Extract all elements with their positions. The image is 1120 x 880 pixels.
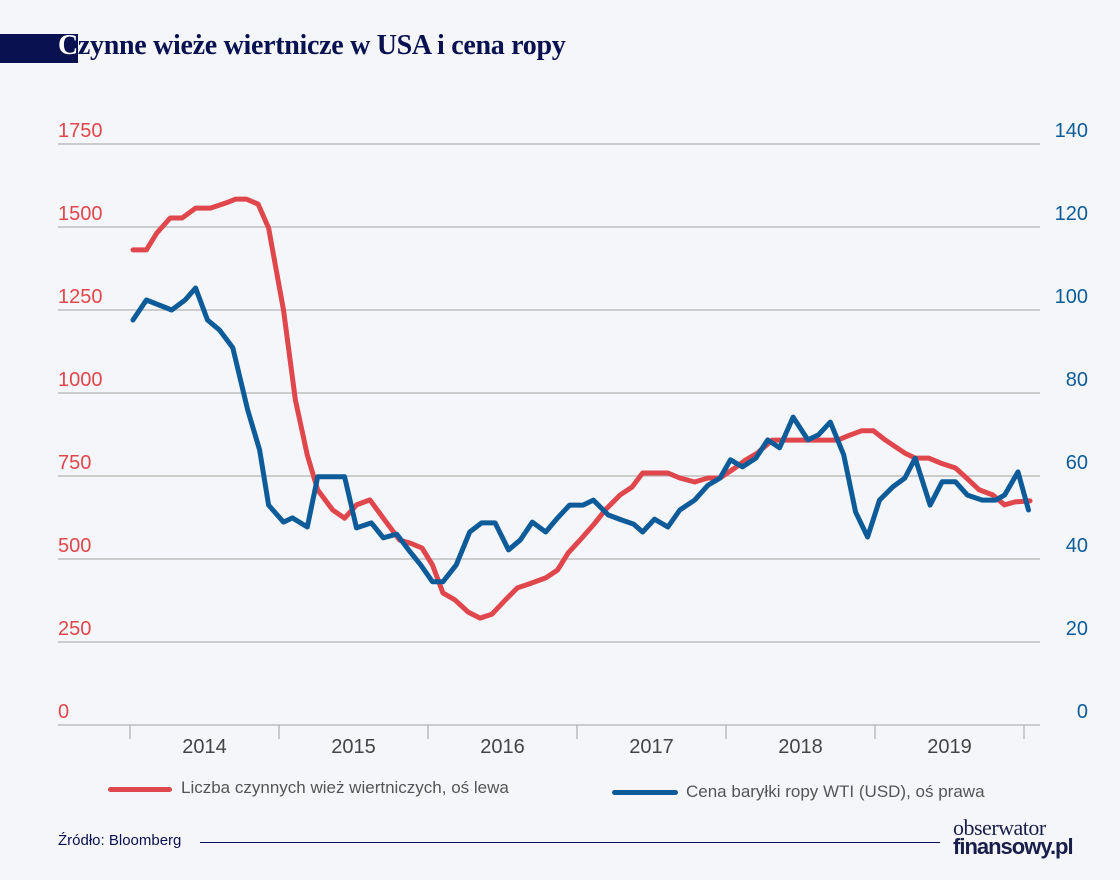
x-tick-label: 2019 (927, 736, 972, 758)
x-tick-label: 2014 (182, 736, 227, 758)
y-right-tick-label: 80 (1066, 369, 1088, 391)
y-right-tick-label: 40 (1066, 535, 1088, 557)
chart-title: Czynne wieże wiertnicze w USA i cena rop… (58, 30, 566, 62)
y-right-tick-label: 140 (1055, 120, 1088, 142)
y-right-tick-label: 60 (1066, 452, 1088, 474)
title-rest: zynne wieże wiertnicze w USA i cena ropy (77, 30, 566, 61)
y-left-tick-label: 500 (58, 535, 91, 557)
y-left-tick-label: 250 (58, 618, 91, 640)
title-first-letter: C (58, 30, 78, 61)
y-right-tick-label: 120 (1055, 203, 1088, 225)
logo-line2: finansowy.pl (953, 834, 1074, 859)
x-tick-label: 2015 (331, 736, 376, 758)
y-left-tick-label: 1000 (58, 369, 103, 391)
y-left-tick-label: 750 (58, 452, 91, 474)
y-left-tick-label: 1500 (58, 203, 103, 225)
x-tick-label: 2016 (480, 736, 525, 758)
legend-label-rigs: Liczba czynnych wież wiertniczych, oś le… (181, 778, 509, 797)
logo-line1: obserwator (953, 815, 1046, 840)
legend-swatch-oil (612, 790, 678, 795)
y-left-tick-label: 1250 (58, 286, 103, 308)
y-right-tick-label: 0 (1077, 701, 1088, 723)
y-left-tick-label: 0 (58, 701, 69, 723)
legend-swatch-rigs (108, 787, 172, 792)
y-left-tick-label: 1750 (58, 120, 103, 142)
footer-divider (200, 842, 940, 843)
y-right-tick-label: 20 (1066, 618, 1088, 640)
x-tick-label: 2017 (629, 736, 674, 758)
x-tick-label: 2018 (778, 736, 823, 758)
y-right-tick-label: 100 (1055, 286, 1088, 308)
source-note: Źródło: Bloomberg (58, 832, 182, 849)
logo: obserwator finansowy.pl (953, 815, 1093, 859)
series-line-rigs (130, 196, 1033, 621)
legend-label-oil: Cena baryłki ropy WTI (USD), oś prawa (686, 782, 985, 801)
title-accent-bar (0, 34, 78, 63)
